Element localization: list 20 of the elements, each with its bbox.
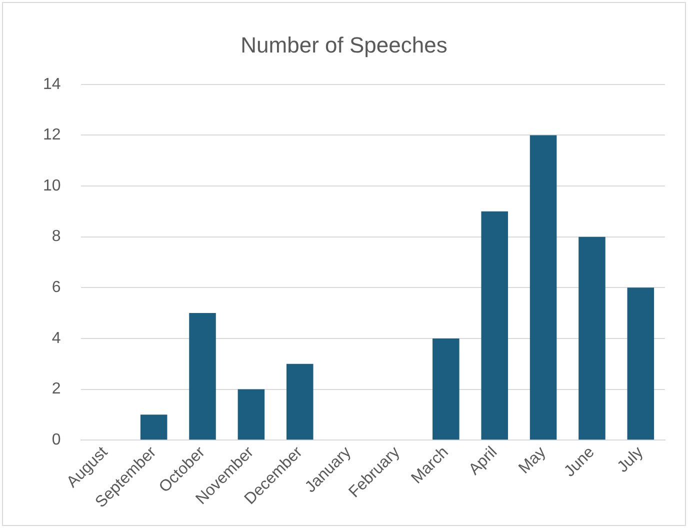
y-tick-label: 14 (43, 76, 61, 93)
bar (238, 389, 265, 440)
bar (140, 414, 168, 440)
bar (578, 236, 606, 440)
y-tick-label: 0 (52, 431, 61, 448)
bar (432, 338, 460, 440)
x-tick-label: May (516, 444, 550, 478)
y-tick-label: 10 (43, 177, 61, 194)
y-tick-label: 8 (52, 228, 61, 246)
x-tick-label: July (614, 444, 647, 476)
chart-title: Number of Speeches (240, 32, 448, 58)
y-tick-label: 2 (52, 380, 61, 398)
bar (481, 211, 508, 440)
bar (627, 288, 654, 440)
y-tick-label: 12 (43, 126, 61, 144)
y-tick-label: 6 (52, 279, 61, 296)
bar (286, 364, 314, 440)
y-tick-label: 4 (52, 330, 61, 347)
bar (189, 313, 216, 440)
bar (530, 135, 557, 440)
